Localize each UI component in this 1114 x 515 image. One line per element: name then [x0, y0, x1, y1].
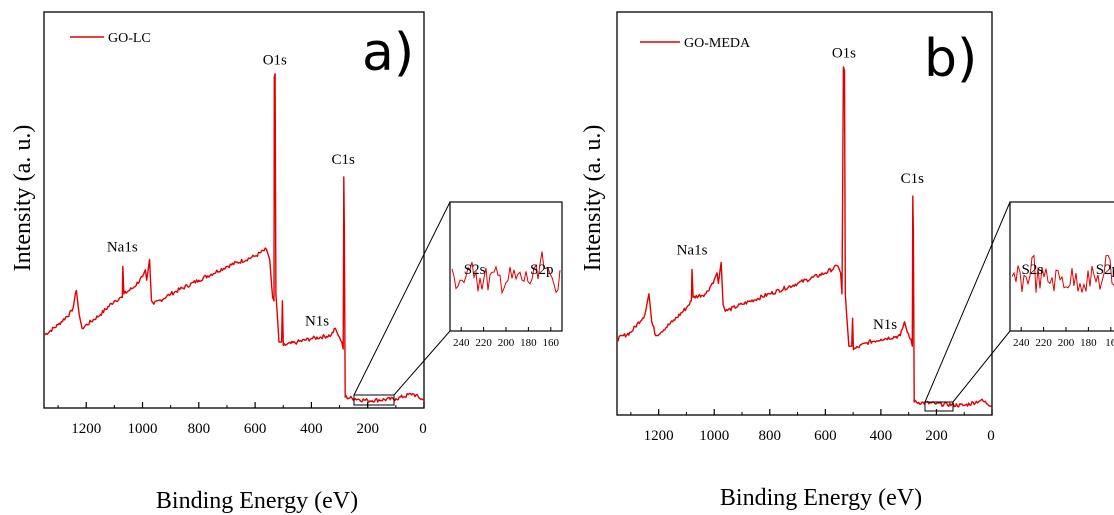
inset-peak-label-s2p: S2p [530, 262, 553, 278]
chart-panel-b: 1200 1000 800 600 400 200 0 Binding Energy (eV)… [580, 11, 1114, 511]
zoom-connector [353, 201, 451, 396]
plot-frame [43, 11, 425, 409]
x-tick-label: 800 [759, 428, 782, 444]
zoom-connector [952, 330, 1011, 403]
peak-label-c1s: C1s [901, 171, 925, 187]
inset-x-tick-label: 160 [543, 337, 560, 349]
peak-label-na1s: Na1s [107, 240, 138, 256]
inset-frame [1009, 201, 1114, 332]
panel-label: a) [362, 23, 414, 83]
peak-label-na1s: Na1s [677, 242, 708, 258]
zoom-region-box [353, 394, 395, 406]
series-line [616, 66, 993, 408]
x-tick-label: 1200 [71, 421, 101, 437]
plot-frame [616, 11, 993, 416]
peak-label-c1s: C1s [332, 152, 356, 168]
inset-peak-label-s2s: S2s [1022, 262, 1044, 278]
inset-peak-label-s2s: S2s [464, 262, 486, 278]
x-tick-label: 600 [244, 421, 267, 437]
x-tick-label: 800 [188, 421, 211, 437]
x-axis-label: Binding Energy (eV) [156, 488, 358, 514]
inset-series-line [451, 251, 561, 295]
inset-chart: 240 220 200 180 160 S2s S2p [449, 201, 563, 349]
series-line [43, 73, 425, 403]
inset-x-tick-label: 240 [1013, 337, 1030, 349]
x-tick-label: 0 [419, 421, 427, 437]
inset-x-tick-label: 220 [475, 337, 492, 349]
inset-x-tick-label: 200 [1058, 337, 1075, 349]
chart-panel-a: 1200 1000 800 600 400 200 0 Binding Energy (eV)… [10, 11, 563, 514]
x-tick-label: 0 [987, 428, 995, 444]
y-axis-label: Intensity (a. u.) [10, 125, 36, 272]
x-tick-label: 600 [814, 428, 837, 444]
inset-chart: 240 220 200 180 16 S2s S2p [1009, 201, 1114, 349]
x-tick-label: 1200 [644, 428, 674, 444]
inset-x-tick-label: 220 [1035, 337, 1052, 349]
peak-label-n1s: N1s [873, 317, 897, 333]
peak-label-o1s: O1s [832, 45, 856, 61]
legend-label: GO-LC [108, 31, 151, 46]
zoom-region-box [924, 401, 954, 412]
inset-x-tick-label: 16 [1105, 337, 1114, 349]
inset-x-tick-label: 200 [498, 337, 515, 349]
x-axis-label: Binding Energy (eV) [720, 485, 922, 511]
y-axis-label: Intensity (a. u.) [580, 125, 606, 272]
inset-series-line [1011, 254, 1114, 293]
x-tick-label: 1000 [128, 421, 158, 437]
zoom-connector [924, 201, 1011, 403]
x-tick-label: 400 [870, 428, 893, 444]
x-tick-label: 200 [356, 421, 379, 437]
inset-x-tick-label: 240 [453, 337, 470, 349]
inset-peak-label-s2p: S2p [1096, 262, 1114, 278]
inset-x-tick-label: 180 [1080, 337, 1097, 349]
zoom-connector [393, 330, 451, 396]
peak-label-n1s: N1s [305, 313, 329, 329]
x-tick-label: 200 [925, 428, 948, 444]
x-tick-label: 400 [300, 421, 323, 437]
peak-label-o1s: O1s [263, 52, 287, 68]
x-tick-label: 1000 [699, 428, 729, 444]
panel-label: b) [924, 29, 977, 89]
legend-label: GO-MEDA [684, 36, 751, 51]
inset-x-tick-label: 180 [520, 337, 537, 349]
